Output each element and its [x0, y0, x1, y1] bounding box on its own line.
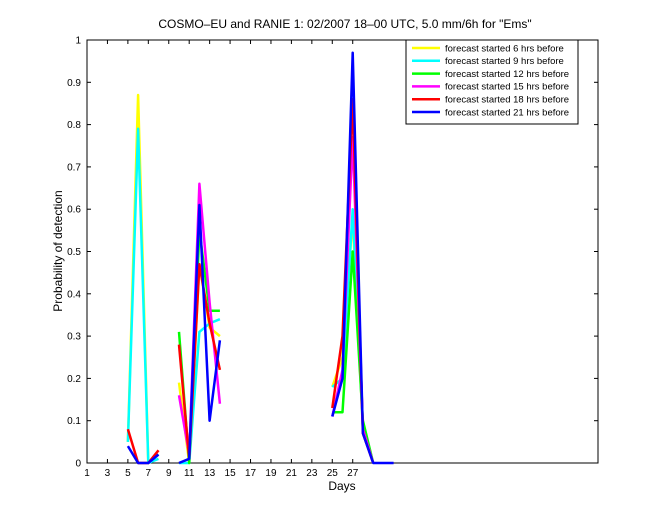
y-tick-label: 0.5 [67, 247, 81, 258]
y-tick-label: 0.1 [67, 416, 81, 427]
y-tick-label: 0.3 [67, 332, 81, 343]
y-tick-label: 0.7 [67, 162, 81, 173]
chart-title: COSMO–EU and RANIE 1: 02/2007 18–00 UTC,… [158, 17, 531, 31]
x-tick-label: 19 [265, 468, 277, 479]
y-tick-label: 0.9 [67, 78, 81, 89]
x-tick-label: 25 [327, 468, 339, 479]
series-line-2-segment-1 [126, 127, 159, 465]
legend-label: forecast started 18 hrs before [445, 95, 569, 106]
y-axis-label: Probability of detection [51, 190, 65, 311]
series-line-6-segment-1 [126, 445, 160, 465]
x-tick-label: 11 [184, 468, 195, 479]
x-axis-label: Days [328, 479, 355, 493]
x-tick-label: 15 [225, 468, 237, 479]
x-tick-label: 3 [105, 468, 111, 479]
series-line-6-segment-2 [178, 203, 222, 465]
x-tick-label: 9 [166, 468, 172, 479]
legend-label: forecast started 12 hrs before [445, 69, 569, 80]
y-tick-label: 0.2 [67, 374, 81, 385]
legend-box [405, 39, 579, 125]
x-tick-label: 5 [125, 468, 131, 479]
x-tick-label: 13 [204, 468, 216, 479]
legend: forecast started 6 hrs before forecast st… [405, 39, 579, 125]
x-tick-label: 7 [146, 468, 152, 479]
y-axis-ticks: 0 0.1 0.2 0.3 0.4 0.5 0.6 0.7 0.8 0.9 1 [67, 36, 598, 470]
legend-label: forecast started 15 hrs before [445, 82, 569, 93]
legend-label: forecast started 21 hrs before [445, 107, 569, 118]
x-tick-label: 27 [347, 468, 359, 479]
y-tick-label: 0.8 [67, 120, 81, 131]
y-tick-label: 0 [75, 459, 81, 470]
x-tick-label: 21 [286, 468, 298, 479]
y-tick-label: 0.4 [67, 289, 81, 300]
series-line-2-segment-2 [179, 318, 221, 465]
y-tick-label: 1 [75, 36, 81, 47]
x-tick-label: 1 [84, 468, 90, 479]
series-line-6-segment-3 [331, 51, 394, 465]
series-layer [126, 51, 394, 465]
x-tick-label: 23 [306, 468, 318, 479]
series-line-5-segment-2 [177, 262, 222, 461]
legend-label: forecast started 9 hrs before [445, 56, 564, 67]
x-tick-label: 17 [245, 468, 257, 479]
legend-label: forecast started 6 hrs before [445, 43, 564, 54]
series-line-3-segment-2 [332, 250, 375, 464]
y-tick-label: 0.6 [67, 205, 81, 216]
